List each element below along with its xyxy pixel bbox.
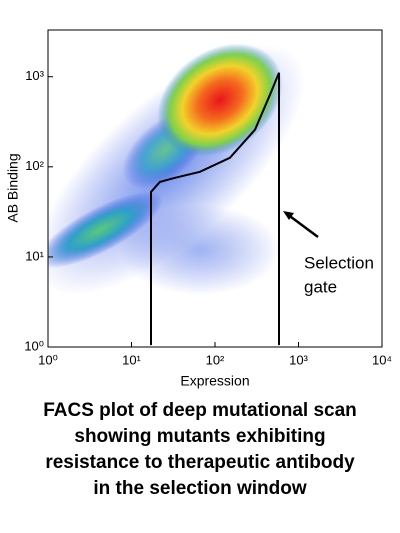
- density-cloud: [48, 43, 305, 296]
- x-axis-label: Expression: [180, 373, 249, 389]
- x-tick-label: 10³: [289, 352, 308, 367]
- caption-line: showing mutants exhibiting: [74, 426, 325, 447]
- y-axis-label: AB Binding: [5, 153, 21, 222]
- annotation: gate: [304, 277, 337, 296]
- y-tick-label: 10¹: [25, 248, 44, 263]
- caption-line: in the selection window: [93, 478, 306, 499]
- caption-line: resistance to therapeutic antibody: [45, 452, 355, 473]
- caption-line: FACS plot of deep mutational scan: [43, 400, 357, 421]
- plot-area: [150, 72, 280, 346]
- y-tick-label: 10⁰: [24, 338, 44, 353]
- annotation-arrowhead: [283, 211, 294, 220]
- y-tick-label: 10³: [25, 68, 44, 83]
- caption: FACS plot of deep mutational scan showin…: [43, 400, 357, 499]
- annotation-arrow: [286, 212, 319, 239]
- x-tick-label: 10¹: [122, 352, 141, 367]
- gate-line: [150, 72, 280, 346]
- x-tick-label: 10⁴: [372, 352, 392, 367]
- x-tick-label: 10⁰: [38, 352, 58, 367]
- y-tick-label: 10²: [25, 158, 44, 173]
- annotation: Selection: [304, 253, 374, 272]
- x-tick-label: 10²: [206, 352, 225, 367]
